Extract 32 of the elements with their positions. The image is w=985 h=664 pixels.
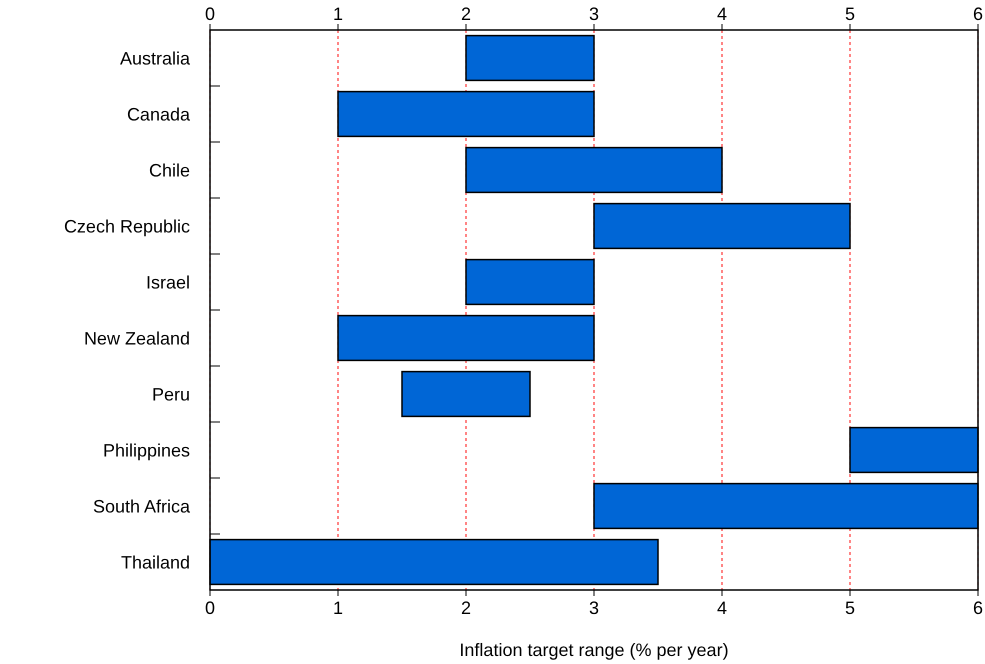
y-tick-label: Israel (146, 272, 190, 292)
x2-tick-label: 2 (460, 598, 472, 618)
y-tick-label: New Zealand (84, 328, 190, 348)
y-tick-label: Czech Republic (64, 216, 190, 236)
x2-tick-label: 5 (844, 598, 856, 618)
x-tick-label: 1 (332, 4, 344, 24)
x-tick-label: 6 (972, 4, 984, 24)
y-tick-label: Philippines (102, 440, 190, 460)
bar (401, 370, 531, 418)
y-tick-label: Peru (152, 384, 190, 404)
x2-tick-label: 1 (332, 598, 344, 618)
y-tick-label: Thailand (120, 552, 190, 572)
x2-tick-label: 0 (204, 598, 216, 618)
x-tick-label: 0 (204, 4, 216, 24)
y-tick-label: Canada (126, 104, 191, 124)
y-tick-label: South Africa (92, 496, 191, 516)
bar (465, 258, 595, 306)
y-tick-label: Australia (120, 48, 191, 68)
bar (465, 34, 595, 82)
x-tick-label: 5 (844, 4, 856, 24)
bar (337, 90, 595, 138)
x-tick-label: 3 (588, 4, 600, 24)
x-tick-label: 4 (716, 4, 728, 24)
x2-tick-label: 3 (588, 598, 600, 618)
x-tick-label: 2 (460, 4, 472, 24)
y-tick-label: Chile (148, 160, 190, 180)
x2-tick-label: 4 (716, 598, 728, 618)
bar (593, 202, 851, 250)
x2-tick-label: 6 (972, 598, 984, 618)
x-axis-title: Inflation target range (% per year) (459, 640, 729, 660)
bar (465, 146, 723, 194)
bar (337, 314, 595, 362)
